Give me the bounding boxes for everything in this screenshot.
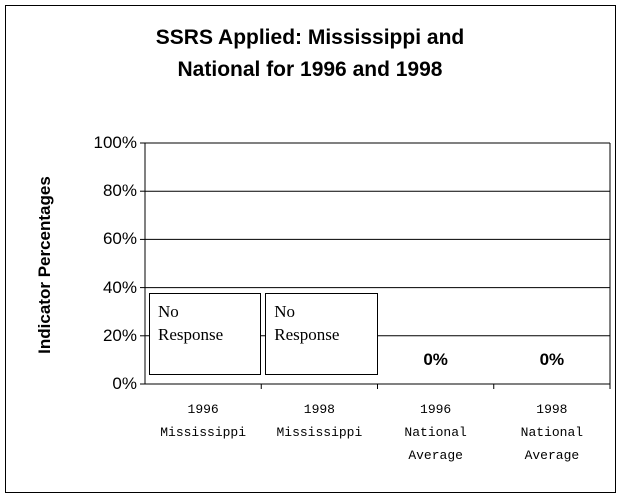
y-tick-label: 80% (102, 181, 137, 201)
annotation: No Response (274, 302, 340, 344)
y-tick-label: 40% (102, 277, 137, 297)
y-axis-label: Indicator Percentages (35, 176, 54, 354)
x-tick-label: 1998 Mississippi (276, 402, 363, 440)
chart-title: SSRS Applied: Mississippi and National f… (155, 26, 465, 81)
x-tick-label: 1996 Mississippi (160, 402, 247, 440)
y-tick-label: 100% (93, 133, 137, 152)
value-label: 0% (539, 350, 565, 369)
chart-border (5, 5, 616, 493)
y-tick-label: 0% (112, 374, 137, 393)
value-label: 0% (423, 350, 448, 369)
y-tick-label: 60% (102, 229, 137, 249)
x-tick-label: 1998 National Average (520, 402, 584, 463)
y-tick-label: 20% (102, 325, 137, 345)
annotation: No Response (158, 302, 224, 344)
annotation-box: No Response (265, 293, 378, 375)
annotation-box: No Response (149, 293, 262, 375)
x-tick-label: 1996 National Average (404, 402, 467, 463)
